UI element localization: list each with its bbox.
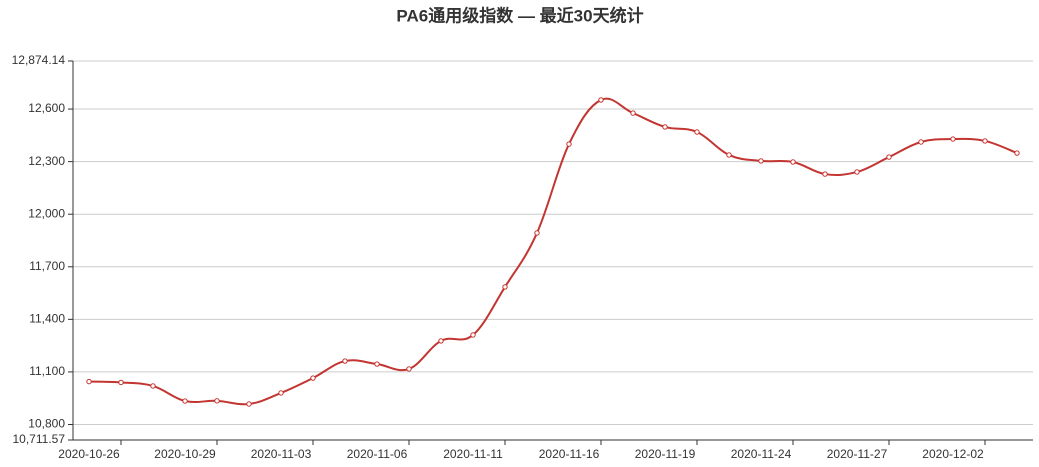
x-tick-label: 2020-11-24 [731, 447, 792, 461]
x-tick-label: 2020-11-19 [635, 447, 696, 461]
y-tick-label: 11,100 [29, 364, 65, 378]
y-tick-label: 11,400 [29, 312, 65, 326]
x-tick-label: 2020-11-03 [251, 447, 312, 461]
point [118, 379, 124, 386]
point [86, 378, 92, 385]
x-tick-label: 2020-10-29 [154, 447, 216, 461]
point [1014, 150, 1020, 156]
chart-title: PA6通用级指数 — 最近30天统计 [396, 5, 643, 25]
point [342, 358, 348, 364]
x-tick-label: 2020-11-27 [827, 447, 888, 461]
y-tick-label: 12,000 [28, 206, 65, 220]
point [278, 390, 284, 396]
point [438, 338, 444, 344]
point [790, 159, 796, 165]
point [726, 152, 732, 158]
point [246, 401, 252, 407]
point [982, 138, 988, 144]
x-tick-label: 2020-11-06 [347, 447, 408, 461]
point [598, 97, 604, 103]
point [374, 361, 380, 367]
y-tick-label: 10,711.57 [13, 432, 66, 446]
point [950, 136, 956, 142]
point [822, 171, 828, 177]
point [406, 366, 412, 372]
point [662, 124, 668, 130]
point [502, 284, 508, 290]
x-tick-label: 2020-10-26 [58, 447, 120, 461]
point [886, 154, 892, 160]
point [310, 375, 316, 381]
point [214, 398, 220, 404]
point [182, 398, 188, 404]
point [470, 332, 476, 338]
x-tick-label: 2020-11-16 [539, 447, 600, 461]
point [630, 110, 636, 116]
y-tick-label: 12,300 [28, 154, 65, 168]
y-tick-label: 10,800 [28, 417, 65, 431]
y-tick-label: 12,600 [28, 101, 65, 115]
y-tick-label: 11,700 [29, 259, 65, 273]
y-tick-label: 12,874.14 [12, 53, 66, 67]
x-tick-label: 2020-12-02 [922, 447, 984, 461]
point [150, 383, 156, 389]
x-tick-label: 2020-11-11 [443, 447, 503, 461]
point [758, 158, 764, 164]
point [694, 129, 700, 135]
point [534, 230, 540, 236]
point [918, 139, 924, 145]
point [566, 141, 572, 147]
point [854, 169, 860, 175]
line [88, 97, 1018, 406]
